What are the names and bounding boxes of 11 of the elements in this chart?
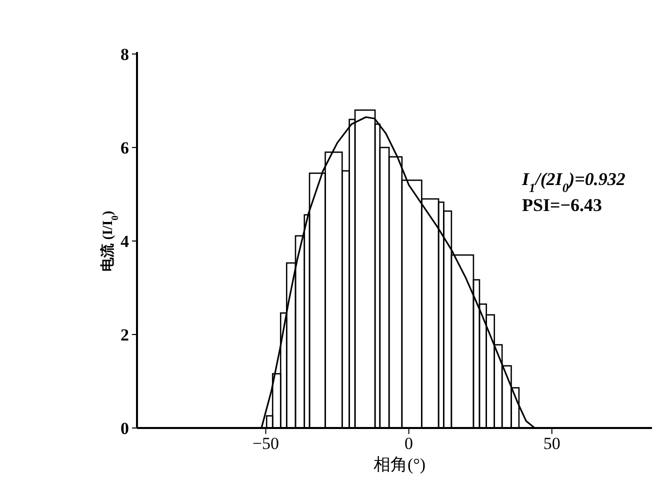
x-tick-label: −50: [252, 434, 280, 453]
y-tick-label: 8: [120, 45, 129, 64]
y-tick-label: 2: [120, 326, 129, 344]
y-tick-label: 0: [120, 419, 129, 438]
y-tick-label: 6: [120, 138, 129, 158]
x-tick-label: 0: [404, 434, 414, 453]
x-axis-title: 相角(°): [373, 455, 426, 474]
annotation: PSI=−6.43: [522, 195, 602, 215]
x-tick-label: 50: [543, 434, 560, 453]
y-tick-label: 4: [120, 232, 130, 251]
annotation: I$_{1}$/(2I$_{0}$)=0.932: [521, 169, 626, 195]
